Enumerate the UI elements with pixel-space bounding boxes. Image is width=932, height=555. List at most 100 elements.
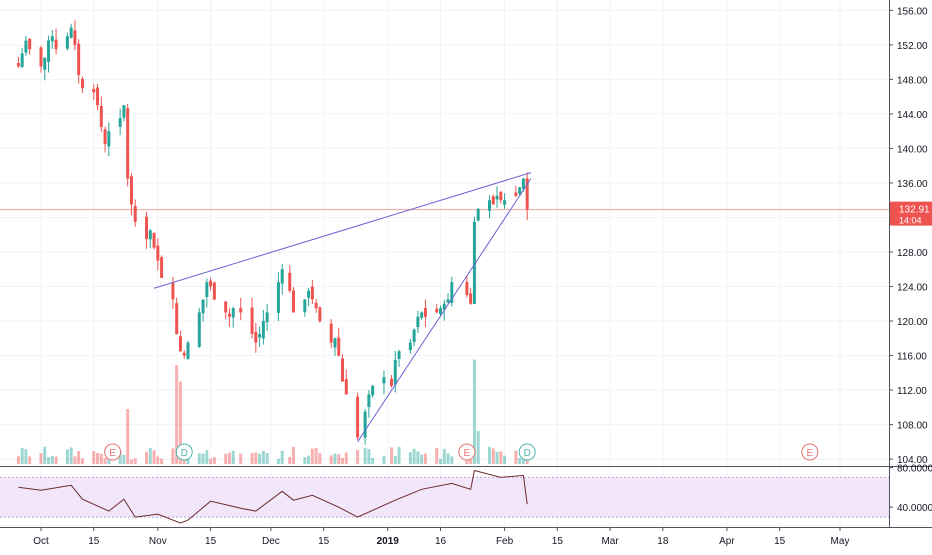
candle[interactable]: [250, 307, 254, 334]
candle[interactable]: [96, 87, 100, 106]
candle[interactable]: [28, 38, 32, 50]
candle[interactable]: [469, 293, 473, 304]
candle[interactable]: [107, 131, 111, 147]
candle[interactable]: [231, 308, 235, 318]
candle[interactable]: [472, 221, 476, 304]
candle[interactable]: [503, 200, 507, 205]
dividend-marker[interactable]: D: [518, 443, 536, 461]
candle[interactable]: [239, 308, 243, 313]
candle[interactable]: [371, 385, 375, 396]
candle[interactable]: [133, 205, 137, 222]
candle[interactable]: [318, 307, 322, 322]
candle[interactable]: [416, 316, 420, 328]
candle[interactable]: [148, 230, 152, 240]
candle[interactable]: [261, 321, 265, 339]
candle[interactable]: [310, 286, 314, 300]
candle[interactable]: [518, 187, 522, 194]
candle[interactable]: [525, 178, 529, 210]
candle[interactable]: [344, 379, 348, 395]
candle[interactable]: [307, 290, 311, 298]
candle[interactable]: [465, 281, 469, 296]
candle[interactable]: [329, 323, 333, 343]
candle[interactable]: [201, 299, 205, 314]
candle[interactable]: [160, 257, 164, 278]
candle[interactable]: [412, 329, 416, 342]
candle[interactable]: [423, 308, 427, 317]
candle[interactable]: [47, 40, 51, 62]
candle[interactable]: [197, 312, 201, 347]
candle[interactable]: [292, 290, 296, 313]
candle[interactable]: [288, 272, 292, 291]
candle[interactable]: [495, 195, 499, 200]
earnings-marker[interactable]: E: [458, 443, 476, 461]
candle[interactable]: [205, 282, 209, 297]
candle[interactable]: [303, 299, 307, 313]
candle[interactable]: [118, 118, 122, 127]
earnings-marker[interactable]: E: [104, 443, 122, 461]
candle[interactable]: [408, 342, 412, 351]
candle[interactable]: [367, 394, 371, 407]
candle[interactable]: [254, 331, 258, 343]
candle[interactable]: [446, 299, 450, 303]
candle[interactable]: [145, 216, 149, 240]
candle[interactable]: [16, 62, 20, 67]
earnings-marker[interactable]: E: [801, 443, 819, 461]
candle[interactable]: [363, 411, 367, 438]
candle[interactable]: [258, 333, 262, 338]
candle[interactable]: [24, 40, 28, 53]
candle[interactable]: [341, 358, 345, 382]
candle[interactable]: [390, 378, 394, 386]
candle[interactable]: [337, 337, 341, 356]
candle[interactable]: [397, 351, 401, 359]
candle[interactable]: [450, 282, 454, 304]
candle[interactable]: [129, 176, 133, 205]
candle[interactable]: [382, 377, 386, 384]
candle[interactable]: [280, 269, 284, 284]
candle[interactable]: [212, 282, 216, 300]
candle[interactable]: [80, 78, 84, 89]
candle[interactable]: [521, 178, 525, 190]
candle[interactable]: [152, 232, 156, 248]
candle[interactable]: [499, 191, 503, 201]
candle[interactable]: [209, 280, 213, 287]
candle[interactable]: [175, 303, 179, 334]
candle[interactable]: [393, 359, 397, 385]
candle[interactable]: [92, 88, 96, 93]
candle[interactable]: [65, 36, 69, 49]
candle[interactable]: [314, 302, 318, 309]
candle[interactable]: [77, 43, 81, 76]
candle[interactable]: [182, 352, 186, 356]
candle[interactable]: [178, 336, 182, 352]
trendline[interactable]: [357, 178, 532, 443]
candle[interactable]: [265, 312, 269, 323]
candle[interactable]: [356, 396, 360, 438]
candle[interactable]: [227, 313, 231, 317]
candle[interactable]: [171, 282, 175, 300]
candle[interactable]: [435, 308, 439, 313]
candle[interactable]: [122, 105, 126, 118]
candle[interactable]: [186, 342, 190, 360]
candle[interactable]: [69, 27, 73, 38]
candle[interactable]: [276, 282, 280, 313]
candle[interactable]: [514, 192, 518, 196]
candle[interactable]: [20, 53, 24, 68]
candle[interactable]: [39, 47, 43, 67]
candle[interactable]: [43, 57, 47, 70]
candle[interactable]: [491, 196, 495, 205]
candle[interactable]: [224, 301, 228, 313]
candle[interactable]: [103, 129, 107, 145]
trendline[interactable]: [153, 172, 532, 289]
candle[interactable]: [73, 30, 77, 45]
candle[interactable]: [420, 312, 424, 318]
trendlines[interactable]: [153, 172, 532, 443]
candle[interactable]: [476, 208, 480, 221]
candle[interactable]: [439, 308, 442, 315]
candle[interactable]: [487, 200, 491, 211]
candle[interactable]: [50, 36, 54, 42]
candle[interactable]: [156, 245, 160, 261]
candle[interactable]: [126, 108, 130, 179]
candle[interactable]: [99, 105, 103, 127]
